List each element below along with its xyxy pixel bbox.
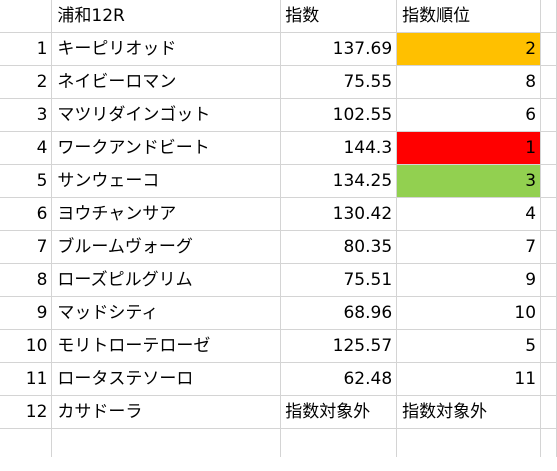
index-value-cell[interactable]: 137.69 [280,32,398,66]
table-row: 12 カサドーラ 指数対象外 指数対象外 [0,395,557,429]
empty-cell[interactable] [396,428,542,457]
horse-name-cell[interactable]: マッドシティ [51,296,282,330]
row-number-cell[interactable]: 1 [0,32,53,66]
race-index-table: 浦和12R 指数 指数順位 1 キーピリオッド 137.69 2 2 ネイビーロマン 75.… [0,0,557,457]
horse-name-cell[interactable]: ブルームヴォーグ [51,230,282,264]
table-row: 9 マッドシティ 68.96 10 [0,296,557,330]
extra-cell[interactable] [540,230,557,264]
extra-cell[interactable] [540,32,557,66]
header-row: 浦和12R 指数 指数順位 [0,0,557,33]
table-row: 11 ロータステソーロ 62.48 11 [0,362,557,396]
index-value-cell[interactable]: 75.55 [280,65,398,99]
index-value-cell[interactable]: 144.3 [280,131,398,165]
index-rank-cell[interactable]: 5 [396,329,542,363]
horse-name-cell[interactable]: ヨウチャンサア [51,197,282,231]
row-number-cell[interactable]: 6 [0,197,53,231]
index-value-cell[interactable]: 75.51 [280,263,398,297]
table-row: 5 サンウェーコ 134.25 3 [0,164,557,198]
header-race-cell[interactable]: 浦和12R [51,0,282,33]
index-rank-cell[interactable]: 指数対象外 [396,395,542,429]
index-rank-cell[interactable]: 6 [396,98,542,132]
row-number-cell[interactable]: 10 [0,329,53,363]
index-value-cell[interactable]: 125.57 [280,329,398,363]
table-row: 2 ネイビーロマン 75.55 8 [0,65,557,99]
horse-name-cell[interactable]: マツリダインゴット [51,98,282,132]
extra-cell[interactable] [540,296,557,330]
extra-cell[interactable] [540,329,557,363]
empty-cell[interactable] [280,428,398,457]
index-value-cell[interactable]: 130.42 [280,197,398,231]
row-number-cell[interactable]: 8 [0,263,53,297]
horse-name-cell[interactable]: サンウェーコ [51,164,282,198]
header-num-cell[interactable] [0,0,53,33]
extra-cell[interactable] [540,98,557,132]
index-rank-cell[interactable]: 3 [396,164,542,198]
horse-name-cell[interactable]: モリトローテローゼ [51,329,282,363]
horse-name-cell[interactable]: カサドーラ [51,395,282,429]
row-number-cell[interactable]: 12 [0,395,53,429]
empty-row [0,428,557,457]
index-rank-cell[interactable]: 1 [396,131,542,165]
index-rank-cell[interactable]: 10 [396,296,542,330]
table-row: 7 ブルームヴォーグ 80.35 7 [0,230,557,264]
index-value-cell[interactable]: 指数対象外 [280,395,398,429]
index-rank-cell[interactable]: 4 [396,197,542,231]
table-row: 8 ローズピルグリム 75.51 9 [0,263,557,297]
table-row: 4 ワークアンドビート 144.3 1 [0,131,557,165]
table-row: 10 モリトローテローゼ 125.57 5 [0,329,557,363]
horse-name-cell[interactable]: キーピリオッド [51,32,282,66]
row-number-cell[interactable]: 4 [0,131,53,165]
empty-cell[interactable] [51,428,282,457]
horse-name-cell[interactable]: ローズピルグリム [51,263,282,297]
table-row: 6 ヨウチャンサア 130.42 4 [0,197,557,231]
extra-cell[interactable] [540,362,557,396]
row-number-cell[interactable]: 5 [0,164,53,198]
index-value-cell[interactable]: 80.35 [280,230,398,264]
table-row: 3 マツリダインゴット 102.55 6 [0,98,557,132]
extra-cell[interactable] [540,164,557,198]
horse-name-cell[interactable]: ネイビーロマン [51,65,282,99]
row-number-cell[interactable]: 11 [0,362,53,396]
extra-cell[interactable] [540,131,557,165]
horse-name-cell[interactable]: ワークアンドビート [51,131,282,165]
index-rank-cell[interactable]: 7 [396,230,542,264]
row-number-cell[interactable]: 2 [0,65,53,99]
header-rank-cell[interactable]: 指数順位 [396,0,542,33]
empty-cell[interactable] [540,428,557,457]
index-value-cell[interactable]: 62.48 [280,362,398,396]
row-number-cell[interactable]: 9 [0,296,53,330]
index-rank-cell[interactable]: 2 [396,32,542,66]
index-value-cell[interactable]: 134.25 [280,164,398,198]
extra-cell[interactable] [540,395,557,429]
index-rank-cell[interactable]: 11 [396,362,542,396]
row-number-cell[interactable]: 7 [0,230,53,264]
index-rank-cell[interactable]: 9 [396,263,542,297]
header-index-cell[interactable]: 指数 [280,0,398,33]
extra-cell[interactable] [540,197,557,231]
index-value-cell[interactable]: 68.96 [280,296,398,330]
row-number-cell[interactable]: 3 [0,98,53,132]
horse-name-cell[interactable]: ロータステソーロ [51,362,282,396]
empty-cell[interactable] [0,428,53,457]
header-extra-cell[interactable] [540,0,557,33]
extra-cell[interactable] [540,65,557,99]
extra-cell[interactable] [540,263,557,297]
index-value-cell[interactable]: 102.55 [280,98,398,132]
table-row: 1 キーピリオッド 137.69 2 [0,32,557,66]
index-rank-cell[interactable]: 8 [396,65,542,99]
